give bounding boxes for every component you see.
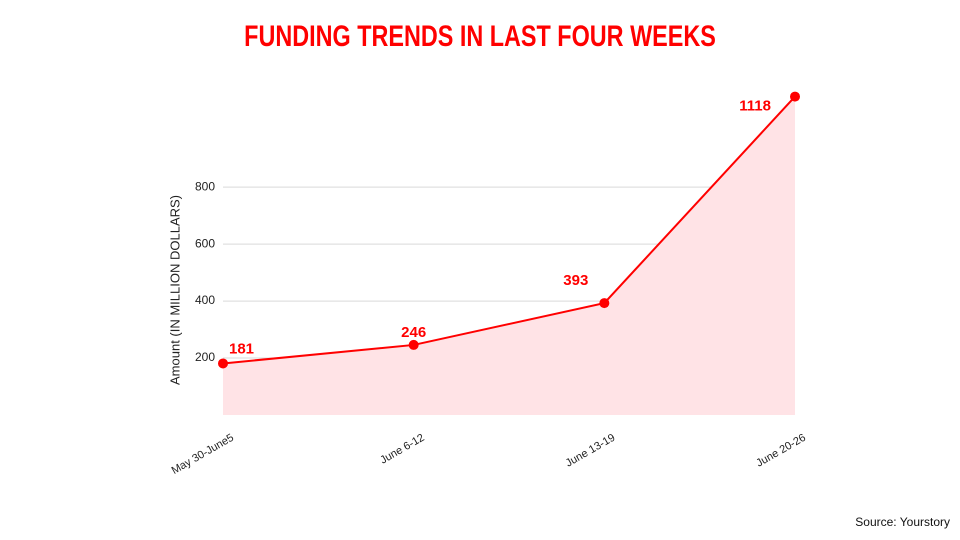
y-tick-label: 600 (195, 236, 215, 250)
line (222, 95, 796, 365)
data-label: 393 (563, 272, 588, 289)
area (223, 96, 795, 415)
point (218, 358, 228, 369)
x-tick-label: June 20-26 (754, 432, 808, 470)
x-tick-label: May 30-June5 (170, 432, 236, 477)
y-tick-label: 800 (195, 179, 215, 193)
chart-title: FUNDING TRENDS IN LAST FOUR WEEKS (244, 19, 716, 52)
source-note: Source: Yourstory (855, 515, 950, 529)
x-tick-label: June 13-19 (564, 432, 618, 470)
y-tick-label: 400 (195, 293, 215, 307)
y-tick-label: 200 (195, 350, 215, 364)
point (408, 339, 419, 350)
x-tick-label: June 6-12 (378, 432, 426, 467)
data-label: 246 (401, 324, 426, 341)
data-label: 1118 (739, 98, 771, 115)
point (599, 298, 610, 309)
point (790, 91, 800, 102)
y-axis-label: Amount (IN MILLION DOLLARS) (167, 195, 182, 385)
data-label: 181 (229, 340, 254, 357)
